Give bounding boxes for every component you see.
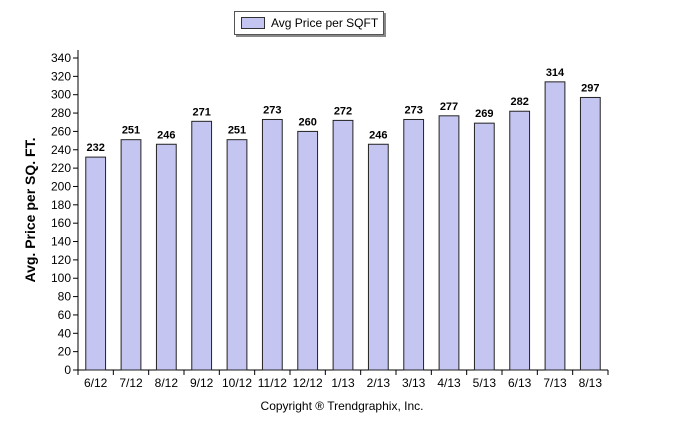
x-tick-label: 8/12 (155, 376, 179, 390)
data-label: 273 (404, 104, 422, 116)
bar (297, 130, 319, 371)
bar (473, 122, 495, 371)
data-label: 246 (157, 129, 175, 141)
y-axis-label: Avg. Price per SQ. FT. (22, 137, 38, 283)
x-tick-label: 12/12 (293, 376, 323, 390)
value-labels: 232 251 246 271 251 273 260 272 246 273 277 269 282 3… (86, 67, 599, 154)
bar (544, 81, 566, 371)
x-tick-label: 7/12 (119, 376, 143, 390)
bar (120, 139, 142, 371)
copyright-footer: Copyright ® Trendgraphix, Inc. (260, 399, 424, 413)
data-label: 282 (510, 96, 528, 108)
bar (155, 143, 177, 371)
y-tick-label: 260 (51, 124, 71, 138)
x-tick-label: 3/13 (402, 376, 426, 390)
data-label: 246 (369, 129, 387, 141)
data-label: 277 (440, 101, 458, 113)
y-tick-label: 120 (51, 253, 71, 267)
y-axis: 0 20 40 60 80 100 120 140 160 180 200 220 240 260 280 3… (51, 50, 79, 377)
y-tick-label: 340 (51, 51, 71, 65)
x-tick-label: 11/12 (258, 376, 287, 390)
data-label: 260 (298, 116, 316, 128)
bar (226, 139, 248, 371)
x-tick-label: 1/13 (331, 376, 355, 390)
x-tick-label: 6/13 (508, 376, 532, 390)
y-tick-label: 0 (64, 363, 71, 377)
x-tick-label: 6/12 (84, 376, 108, 390)
data-label: 251 (228, 125, 246, 137)
y-tick-label: 220 (51, 161, 71, 175)
y-tick-label: 320 (51, 69, 71, 83)
x-tick-label: 8/13 (579, 376, 603, 390)
y-tick-label: 60 (58, 308, 72, 322)
data-label: 297 (581, 82, 599, 94)
x-axis: 6/12 7/12 8/12 9/12 10/12 11/12 12/12 1/13 2/13 3… (77, 369, 609, 390)
x-tick-label: 2/13 (367, 376, 391, 390)
data-label: 272 (334, 105, 352, 117)
y-tick-label: 20 (58, 345, 72, 359)
legend-label: Avg Price per SQFT (271, 16, 379, 30)
bars (85, 81, 601, 371)
data-label: 232 (86, 142, 104, 154)
y-tick-label: 40 (58, 326, 72, 340)
bar (367, 143, 389, 371)
data-label: 273 (263, 104, 281, 116)
y-tick-label: 140 (51, 235, 71, 249)
bar (579, 96, 601, 371)
y-tick-label: 300 (51, 88, 71, 102)
y-tick-label: 200 (51, 179, 71, 193)
bar (403, 118, 425, 371)
x-tick-label: 9/12 (190, 376, 214, 390)
x-tick-label: 7/13 (543, 376, 567, 390)
legend: Avg Price per SQFT (234, 11, 384, 35)
data-label: 269 (475, 108, 493, 120)
y-tick-label: 240 (51, 143, 71, 157)
data-label: 314 (546, 67, 565, 79)
bar (438, 115, 460, 371)
data-label: 271 (192, 106, 210, 118)
bar (261, 118, 283, 371)
bar (191, 120, 213, 371)
data-label: 251 (122, 125, 140, 137)
y-tick-label: 180 (51, 198, 71, 212)
y-tick-label: 80 (58, 290, 72, 304)
bar (332, 119, 354, 371)
y-tick-label: 160 (51, 216, 71, 230)
bar (509, 110, 531, 371)
bar (85, 156, 107, 371)
x-tick-label: 4/13 (437, 376, 461, 390)
legend-swatch (241, 17, 265, 29)
y-tick-label: 100 (51, 271, 71, 285)
y-tick-label: 280 (51, 106, 71, 120)
x-tick-label: 5/13 (473, 376, 497, 390)
x-tick-label: 10/12 (222, 376, 252, 390)
